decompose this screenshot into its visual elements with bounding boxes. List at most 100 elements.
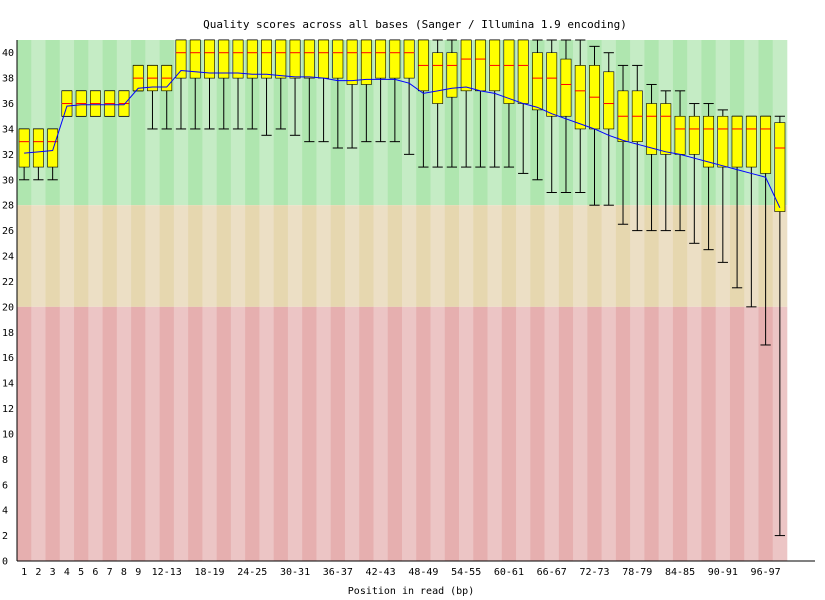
band-reasonable-stripe [373,205,389,307]
quartile-box [204,39,215,79]
y-tick-label: 20 [2,302,14,313]
y-tick-label: 10 [2,429,14,440]
x-tick-label: 54-55 [451,567,481,578]
band-reasonable-stripe [330,205,346,307]
quartile-box [603,71,615,130]
band-poor-stripe [544,306,560,561]
band-poor-stripe [245,306,260,561]
quartile-box [47,128,59,168]
quartile-box [560,58,572,117]
quartile-box [688,115,700,155]
band-poor-stripe [558,306,574,561]
band-poor-stripe [573,306,588,561]
x-tick-label: 7 [107,567,113,578]
x-tick-label: 2 [35,567,41,578]
quartile-box [503,39,515,104]
band-poor-stripe [188,306,203,561]
band-reasonable-stripe [202,205,217,307]
band-good-stripe [17,40,32,206]
band-reasonable-stripe [416,205,431,307]
band-reasonable-stripe [530,205,545,307]
quartile-box [760,115,772,174]
band-poor-stripe [501,306,517,561]
band-reasonable-stripe [459,205,474,307]
y-tick-label: 16 [2,353,14,364]
band-poor-stripe [444,306,460,561]
band-poor-stripe [459,306,474,561]
quartile-box [246,39,258,79]
band-poor-stripe [17,306,32,561]
y-tick-label: 14 [2,379,14,390]
band-reasonable-stripe [615,205,631,307]
band-reasonable-stripe [573,205,588,307]
band-poor-stripe [601,306,617,561]
band-poor-stripe [216,306,232,561]
band-good-stripe [31,40,46,206]
band-poor-stripe [302,306,317,561]
band-reasonable-stripe [273,205,289,307]
x-tick-label: 84-85 [665,567,695,578]
quartile-box [446,52,458,98]
x-tick-label: 24-25 [237,567,267,578]
band-poor-stripe [145,306,160,561]
quartile-box [717,115,729,168]
band-poor-stripe [59,306,75,561]
band-poor-stripe [173,306,189,561]
y-tick-label: 12 [2,404,14,415]
band-poor-stripe [116,306,132,561]
quartile-box [546,52,558,117]
quartile-box [218,39,230,79]
x-tick-labels: 1 2 3 4 5 6 7 8 9 12-13 18-19 24-25 30-31 36-37 42-43 4… [21,567,781,578]
band-poor-stripe [416,306,431,561]
y-tick-label: 8 [2,455,8,466]
band-poor-stripe [615,306,631,561]
band-poor-stripe [715,306,731,561]
band-reasonable-stripe [544,205,560,307]
quartile-box [517,39,529,104]
band-poor-stripe [102,306,118,561]
band-poor-stripe [658,306,674,561]
band-reasonable-stripe [601,205,617,307]
band-reasonable-stripe [245,205,260,307]
x-tick-label: 4 [64,567,70,578]
x-tick-label: 78-79 [622,567,652,578]
y-tick-label: 18 [2,328,14,339]
band-good-stripe [74,40,89,206]
band-good-stripe [88,40,103,206]
y-tick-label: 32 [2,150,14,161]
x-tick-label: 96-97 [751,567,781,578]
band-reasonable-stripe [259,205,274,307]
band-good-stripe [131,40,146,206]
band-reasonable-stripe [444,205,460,307]
band-reasonable-stripe [102,205,118,307]
quartile-box [731,115,743,168]
x-tick-label: 60-61 [494,567,524,578]
y-tick-label: 0 [2,557,8,568]
band-reasonable-stripe [59,205,75,307]
quartile-box [532,52,543,111]
x-tick-label: 1 [21,567,27,578]
band-poor-stripe [758,306,774,561]
band-poor-stripe [359,306,374,561]
quartile-box [303,39,315,79]
quartile-box [360,39,372,85]
quartile-box [703,115,715,168]
y-tick-label: 30 [2,175,14,186]
band-good-stripe [116,40,132,206]
band-reasonable-stripe [159,205,175,307]
quartile-box [318,39,330,79]
quartile-box [175,39,187,79]
quartile-box [774,122,786,212]
x-tick-label: 8 [121,567,127,578]
band-poor-stripe [387,306,403,561]
x-tick-label: 6 [92,567,98,578]
quartile-box [403,39,415,79]
band-poor-stripe [530,306,545,561]
x-tick-label: 42-43 [366,567,396,578]
band-poor-stripe [644,306,659,561]
band-reasonable-stripe [230,205,246,307]
x-axis-label: Position in read (bp) [348,586,474,597]
band-reasonable-stripe [359,205,374,307]
